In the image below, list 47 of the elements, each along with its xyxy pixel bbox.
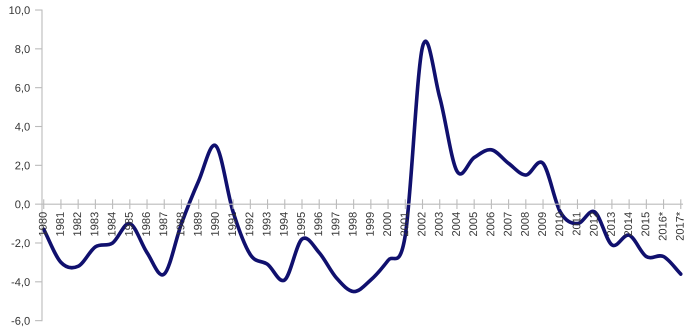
x-tick-label: 2002	[418, 212, 426, 236]
y-tick-label: 4,0	[15, 122, 30, 132]
x-tick-label: 1992	[245, 212, 254, 236]
x-tick-label: 1987	[159, 212, 168, 236]
y-tick-label: -2,0	[12, 239, 30, 248]
x-tick-label: 1989	[194, 212, 202, 236]
x-tick-label: 2007	[504, 212, 512, 236]
x-tick-label: 2015	[641, 212, 650, 236]
x-tick-label: 1997	[332, 212, 340, 236]
x-tick-label: 1998	[348, 212, 357, 236]
x-tick-label: 2003	[434, 212, 443, 236]
x-tick-label: 2006	[486, 212, 494, 236]
x-tick-label: 2000	[383, 212, 392, 236]
x-tick-label: 2013	[607, 212, 615, 236]
y-tick-label: 2,0	[15, 162, 30, 171]
x-tick-label: 2017*	[676, 212, 684, 240]
x-tick-label: 1995	[297, 212, 305, 236]
x-tick-label: 1982	[73, 212, 82, 236]
x-tick-label: 2001	[400, 212, 408, 236]
y-tick-label: 10,0	[9, 6, 30, 16]
x-tick-label: 2014	[624, 212, 632, 236]
x-tick-label: 2011	[572, 212, 580, 236]
x-tick-label: 2004	[452, 212, 460, 236]
x-tick-label: 1990	[211, 212, 219, 236]
x-tick-label: 2012	[590, 212, 598, 236]
x-tick-label: 2016*	[658, 212, 667, 240]
x-tick-label: 2010	[555, 212, 564, 236]
x-tick-label: 1986	[142, 212, 150, 236]
y-tick-label: 8,0	[15, 45, 30, 54]
x-tick-label: 1994	[280, 212, 288, 236]
x-tick-label: 1984	[108, 212, 116, 236]
x-tick-label: 2009	[538, 212, 546, 236]
y-tick-label: -6,0	[12, 316, 30, 326]
x-tick-label: 1999	[366, 212, 374, 236]
x-tick-label: 1991	[228, 212, 236, 236]
x-tick-label: 1993	[262, 212, 271, 236]
x-tick-label: 1981	[56, 212, 64, 236]
x-tick-label: 1983	[90, 212, 98, 236]
y-tick-label: 0,0	[15, 200, 30, 210]
x-tick-label: 2005	[469, 212, 478, 236]
x-tick-label: 1988	[176, 212, 184, 236]
x-tick-label: 1985	[124, 212, 133, 236]
x-tick-label: 1980	[38, 212, 47, 236]
x-tick-label: 2008	[520, 212, 529, 236]
y-tick-label: -4,0	[12, 278, 30, 288]
x-tick-label: 1996	[314, 212, 322, 236]
y-tick-label: 6,0	[15, 84, 30, 94]
